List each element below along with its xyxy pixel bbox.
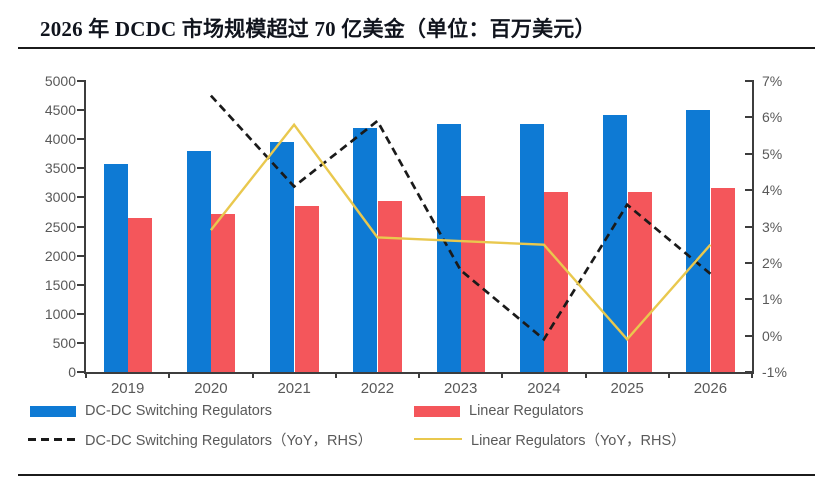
y-axis-left-label: 5000	[44, 73, 76, 89]
x-axis-label: 2021	[277, 380, 311, 397]
x-axis-tick	[251, 373, 254, 378]
linear-regulators-bar	[461, 195, 486, 372]
y-axis-right-tick	[745, 80, 752, 82]
y-axis-left-tick	[77, 254, 84, 257]
y-axis-right-tick	[745, 371, 752, 373]
y-axis-left-tick	[77, 109, 84, 112]
y-axis-left-label: 1000	[44, 305, 76, 322]
x-axis-tick	[667, 373, 670, 378]
x-axis-tick	[334, 373, 337, 378]
linear-regulators-bar	[710, 187, 735, 372]
legend-item-dcdc-bar: DC-DC Switching Regulators	[30, 402, 272, 420]
legend-label-dcdc-yoy: DC-DC Switching Regulators（YoY，RHS）	[85, 432, 373, 449]
dcdc-yoy-dashed-line	[209, 94, 712, 342]
dcdc-switching-bar	[270, 142, 295, 372]
y-axis-right-tick	[745, 225, 752, 228]
x-axis-label: 2023	[443, 380, 478, 397]
legend-item-dcdc-yoy-line: DC-DC Switching Regulators（YoY，RHS）	[28, 430, 373, 449]
legend-item-linear-yoy-line: Linear Regulators（YoY，RHS）	[414, 430, 686, 449]
x-axis-tick	[584, 373, 587, 378]
y-axis-left-tick	[77, 283, 84, 286]
y-axis-right-label: 2%	[762, 254, 783, 271]
dcdc-switching-bar	[353, 128, 378, 372]
page-title: 2026 年 DCDC 市场规模超过 70 亿美金（单位：百万美元）	[40, 17, 596, 41]
yoy-lines-layer	[209, 94, 712, 342]
linear-regulators-bar	[377, 200, 402, 372]
linear-bar-swatch-icon	[414, 405, 460, 417]
combo-chart: 0 500 1000 1500 2000 2500 3000 3500 4000 4500 5000…	[44, 73, 787, 397]
x-axis-tick	[418, 373, 420, 378]
left-y-axis-line	[84, 80, 86, 374]
y-axis-right-label: 6%	[762, 109, 783, 126]
y-axis-left-tick	[77, 341, 84, 344]
legend-item-linear-bar: Linear Regulators	[414, 402, 583, 420]
dcdc-switching-bar	[686, 109, 711, 372]
y-axis-right-label: 5%	[762, 145, 783, 162]
y-axis-right-label: 7%	[762, 73, 783, 89]
bottom-divider-rule	[18, 474, 815, 476]
y-axis-left-label: 0	[68, 364, 76, 380]
y-axis-left-tick	[77, 371, 84, 373]
y-axis-left-label: 4500	[44, 102, 76, 119]
solid-line-swatch-icon	[414, 437, 462, 441]
x-axis-label: 2022	[360, 380, 395, 397]
plot-area	[86, 81, 752, 372]
right-y-axis-line	[752, 80, 754, 374]
y-axis-right-tick	[745, 334, 752, 337]
y-axis-left-tick	[77, 225, 84, 228]
y-axis-left-tick	[77, 167, 84, 170]
x-axis-tick	[168, 373, 171, 378]
y-axis-left-label: 3500	[44, 160, 76, 177]
dcdc-switching-bar	[603, 114, 628, 372]
y-axis-right-tick	[745, 298, 752, 301]
x-axis-tick	[85, 373, 87, 378]
y-axis-left-label: 3000	[44, 189, 76, 206]
linear-regulators-bar	[294, 205, 319, 372]
linear-regulators-bar	[211, 213, 236, 372]
x-axis-tick	[501, 373, 504, 378]
y-axis-left-label: 4000	[44, 131, 76, 148]
x-axis-label: 2024	[527, 380, 561, 397]
y-axis-left-tick	[77, 196, 84, 199]
x-axis-label: 2019	[110, 380, 145, 397]
y-axis-right-tick	[745, 189, 752, 192]
x-axis-label: 2026	[693, 380, 728, 397]
title-divider-rule	[18, 47, 815, 49]
linear-yoy-line	[209, 122, 712, 342]
x-axis-label: 2025	[610, 380, 644, 397]
dcdc-bar-swatch-icon	[30, 405, 76, 417]
y-axis-right-label: 0%	[762, 327, 783, 344]
dcdc-switching-bar	[436, 123, 461, 372]
y-axis-right-label: 1%	[762, 291, 783, 308]
y-axis-right-label: -1%	[762, 364, 787, 380]
y-axis-left-label: 2500	[44, 218, 76, 235]
dashed-line-swatch-icon	[28, 437, 76, 441]
linear-regulators-bar	[128, 217, 153, 372]
dcdc-switching-bar	[519, 123, 544, 372]
y-axis-right-label: 4%	[762, 182, 783, 199]
legend-label-linear-yoy: Linear Regulators（YoY，RHS）	[471, 432, 686, 449]
y-axis-right-tick	[745, 152, 752, 155]
x-axis-tick	[751, 373, 753, 378]
y-axis-left-tick	[77, 312, 84, 315]
legend-label-linear-bar: Linear Regulators	[469, 403, 584, 419]
y-axis-right-label: 3%	[762, 218, 783, 235]
y-axis-right-tick	[745, 261, 752, 264]
y-axis-right-tick	[745, 116, 752, 119]
y-axis-left-tick	[77, 138, 84, 141]
x-axis-label: 2020	[194, 380, 228, 397]
linear-regulators-bar	[544, 192, 569, 372]
legend-label-dcdc-bar: DC-DC Switching Regulators	[85, 403, 272, 419]
y-axis-left-label: 500	[52, 334, 76, 351]
dcdc-switching-bar	[103, 164, 128, 372]
y-axis-left-label: 1500	[44, 276, 76, 293]
y-axis-left-label: 2000	[44, 247, 76, 264]
y-axis-left-tick	[77, 80, 84, 82]
dcdc-switching-bar	[186, 150, 211, 372]
